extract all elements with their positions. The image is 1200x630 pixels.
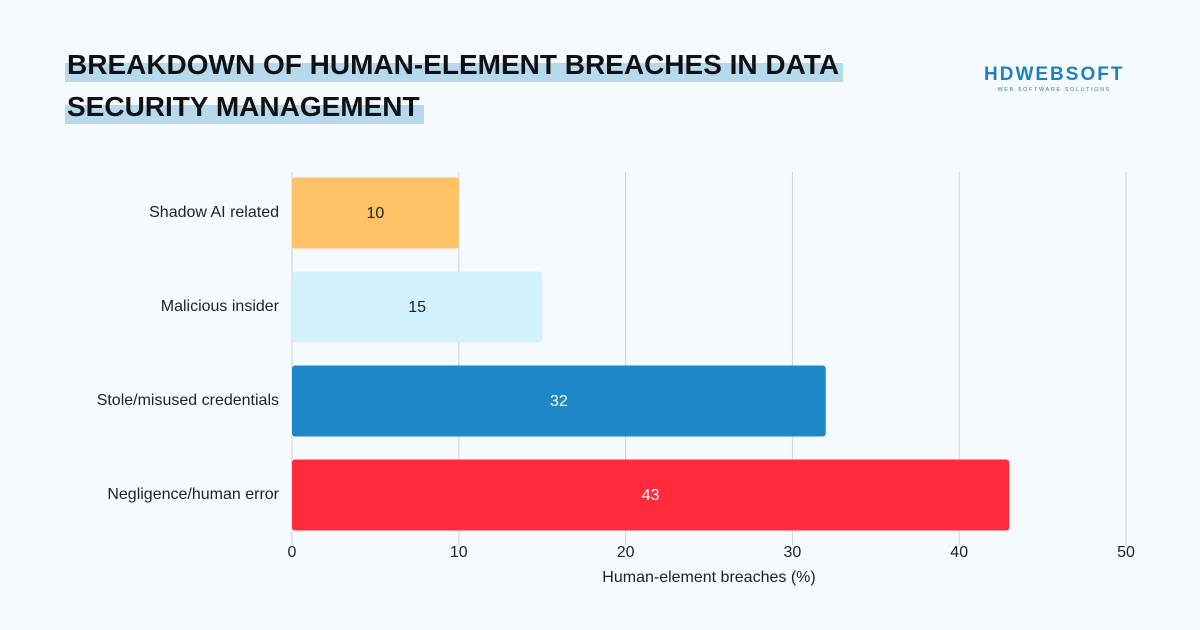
value-label: 43 — [642, 487, 660, 504]
value-label: 10 — [367, 205, 385, 222]
y-tick-label: Stole/misused credentials — [97, 392, 279, 409]
x-tick-label: 10 — [450, 544, 468, 561]
bar — [292, 459, 1010, 531]
x-tick-label: 40 — [950, 544, 968, 561]
x-tick-label: 30 — [784, 544, 802, 561]
x-tick-label: 20 — [617, 544, 635, 561]
chart-title: BREAKDOWN OF HUMAN-ELEMENT BREACHES IN D… — [65, 44, 885, 128]
logo-name: HDWEBSOFT — [984, 64, 1125, 85]
bar — [292, 271, 543, 343]
y-tick-label: Shadow AI related — [149, 204, 279, 221]
x-axis-label: Human-element breaches (%) — [602, 569, 815, 586]
y-tick-label: Negligence/human error — [107, 486, 279, 503]
bar — [292, 177, 459, 249]
logo: HDWEBSOFT WEB SOFTWARE SOLUTIONS — [984, 64, 1124, 93]
value-label: 32 — [550, 393, 568, 410]
x-tick-label: 0 — [288, 544, 297, 561]
logo-tagline: WEB SOFTWARE SOLUTIONS — [997, 87, 1111, 93]
y-tick-label: Malicious insider — [161, 298, 280, 315]
bar — [292, 365, 826, 437]
value-label: 15 — [408, 299, 426, 316]
x-tick-label: 50 — [1117, 544, 1135, 561]
